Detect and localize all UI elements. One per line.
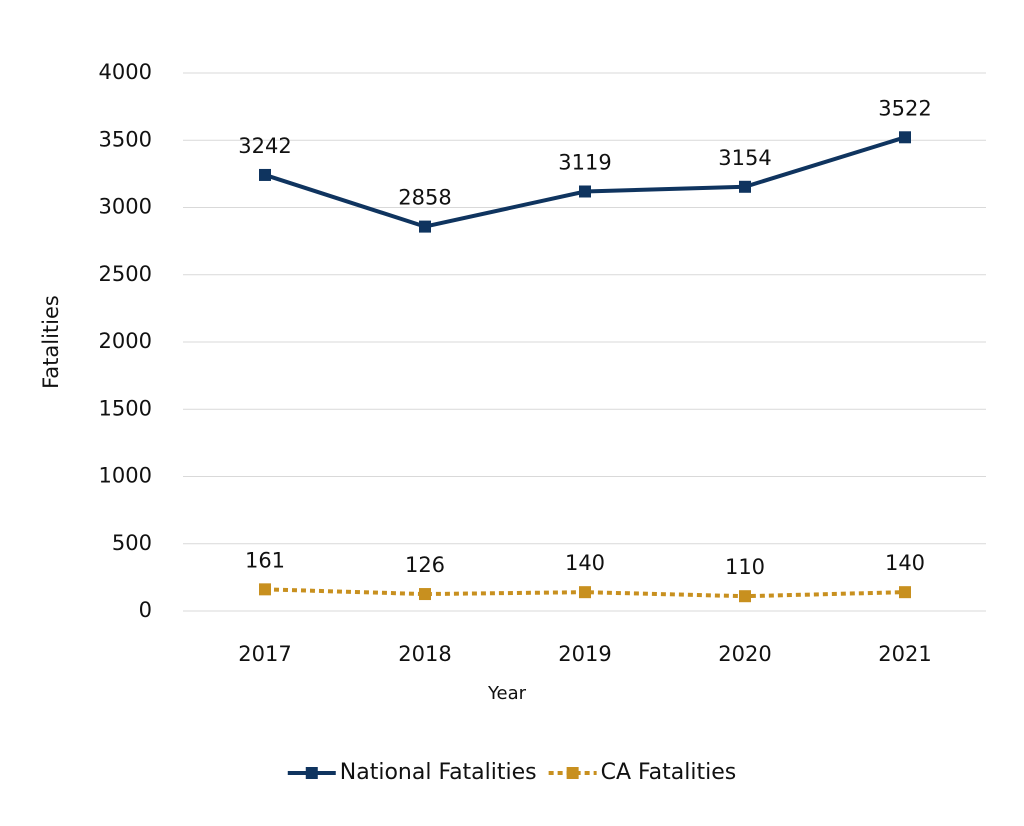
data-label: 126 [405, 553, 445, 577]
y-tick-label: 3000 [99, 195, 152, 219]
point-marker [259, 583, 271, 596]
point-marker [579, 586, 591, 599]
point-marker [419, 588, 431, 601]
y-tick-label: 2000 [99, 329, 152, 353]
x-axis-title: Year [487, 683, 527, 704]
legend: National Fatalities CA Fatalities [287, 760, 737, 785]
legend-marker [305, 767, 318, 779]
legend-label: National Fatalities [340, 760, 537, 785]
legend-label: CA Fatalities [601, 760, 737, 785]
point-marker [739, 180, 751, 193]
point-marker [899, 131, 911, 144]
series-line [264, 587, 906, 599]
x-tick-label: 2021 [878, 642, 931, 666]
y-tick-label: 1000 [99, 464, 152, 488]
y-tick-label: 500 [112, 531, 152, 555]
data-label: 3119 [558, 150, 611, 174]
y-tick-label: 1500 [99, 396, 152, 420]
point-marker [419, 220, 431, 233]
data-label: 140 [885, 551, 925, 575]
x-tick-label: 2019 [558, 642, 611, 666]
y-tick-label: 0 [139, 598, 152, 622]
point-marker [739, 590, 751, 603]
data-label: 161 [245, 548, 285, 572]
x-tick-label: 2017 [238, 642, 291, 666]
legend-marker [566, 767, 579, 779]
data-label: 2858 [398, 186, 451, 210]
y-tick-label: 3500 [99, 127, 152, 151]
data-label: 3522 [878, 96, 931, 120]
data-label: 140 [565, 551, 605, 575]
y-tick-label: 4000 [99, 60, 152, 84]
point-marker [579, 185, 591, 198]
y-axis-title: Fatalities [39, 295, 63, 389]
data-label: 3242 [238, 134, 291, 158]
x-tick-label: 2020 [718, 642, 771, 666]
point-marker [899, 586, 911, 599]
point-marker [259, 168, 271, 181]
x-tick-label: 2018 [398, 642, 451, 666]
data-label: 110 [725, 555, 765, 579]
data-label: 3154 [718, 146, 771, 170]
y-tick-label: 2500 [99, 262, 152, 286]
